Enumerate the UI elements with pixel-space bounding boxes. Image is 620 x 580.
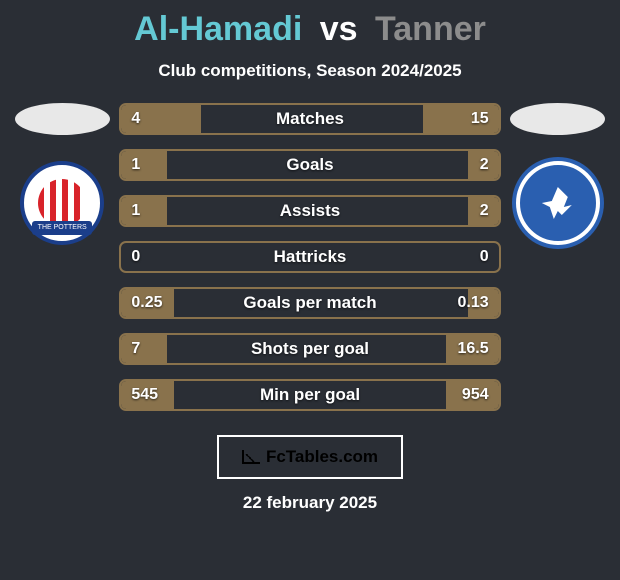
stat-label: Min per goal (121, 381, 498, 409)
stat-label: Matches (121, 105, 498, 133)
left-side: THE POTTERS (5, 103, 119, 245)
right-side (501, 103, 615, 245)
stat-label: Goals (121, 151, 498, 179)
player1-name: Al-Hamadi (134, 10, 302, 48)
watermark-text: FcTables.com (266, 447, 378, 467)
watermark-box: FcTables.com (217, 435, 403, 479)
stat-label: Assists (121, 197, 498, 225)
stat-label: Shots per goal (121, 335, 498, 363)
club-badge-right (516, 161, 600, 245)
root: Al-Hamadi vs Tanner Club competitions, S… (0, 0, 620, 580)
chart-icon (242, 450, 260, 464)
stat-row: 12Assists (119, 195, 500, 227)
page-title: Al-Hamadi vs Tanner (0, 10, 620, 49)
stats-panel: 415Matches 12Goals 12Assists 00Hattricks 0.2… (119, 103, 500, 425)
stat-row: 12Goals (119, 149, 500, 181)
player2-avatar-placeholder (510, 103, 605, 135)
subtitle: Club competitions, Season 2024/2025 (0, 61, 620, 81)
main-area: THE POTTERS 415Matches 12Goals 12Assists 00… (0, 103, 620, 425)
stat-row: 415Matches (119, 103, 500, 135)
stoke-stripes (38, 179, 86, 227)
date-text: 22 february 2025 (0, 493, 620, 513)
stat-row: 0.250.13Goals per match (119, 287, 500, 319)
stoke-banner: THE POTTERS (32, 221, 92, 235)
stat-label: Goals per match (121, 289, 498, 317)
stat-row: 716.5Shots per goal (119, 333, 500, 365)
stat-label: Hattricks (121, 243, 498, 271)
club-badge-left: THE POTTERS (20, 161, 104, 245)
stat-row: 00Hattricks (119, 241, 500, 273)
player2-name: Tanner (375, 10, 486, 48)
vs-text: vs (320, 10, 358, 48)
player1-avatar-placeholder (15, 103, 110, 135)
stat-row: 545954Min per goal (119, 379, 500, 411)
cardiff-bird-icon (538, 183, 578, 223)
